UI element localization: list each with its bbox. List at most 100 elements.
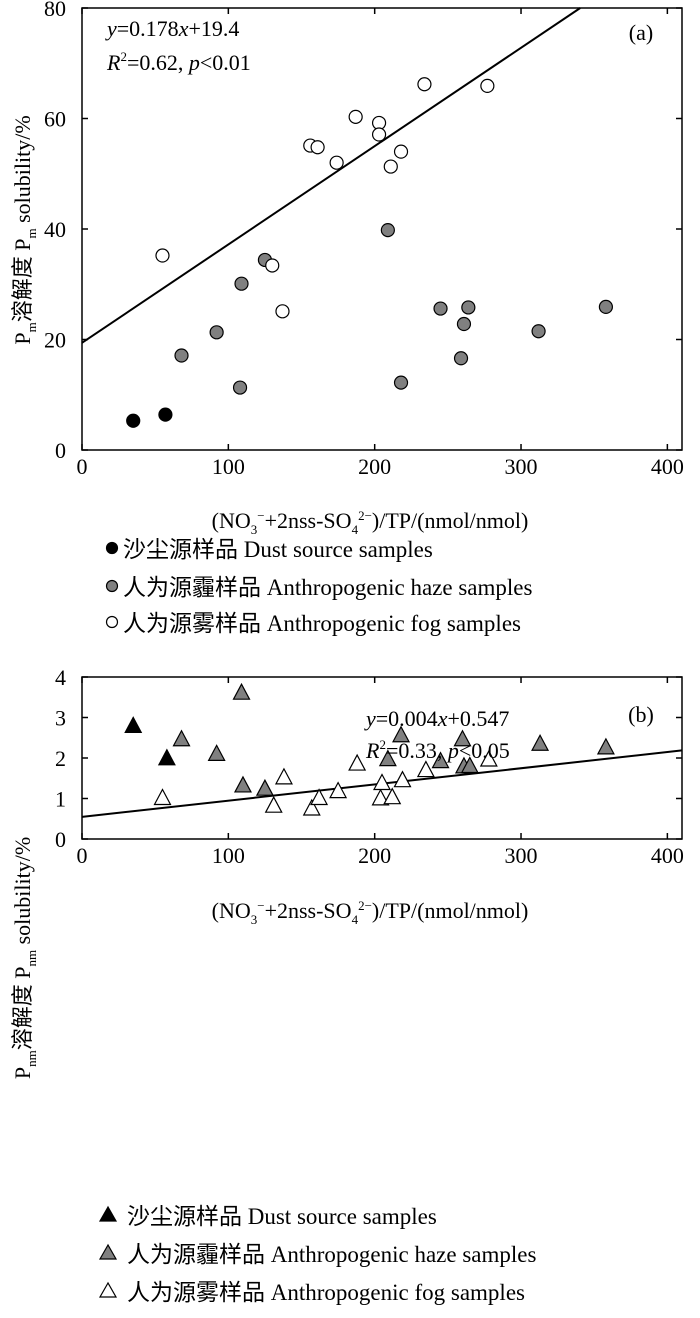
text-part: − [257, 898, 264, 913]
x-tick-label: 200 [358, 454, 391, 479]
data-point [126, 413, 141, 428]
data-point [417, 77, 432, 92]
x-tick-label: 100 [212, 843, 245, 868]
data-point [310, 788, 329, 806]
data-point [416, 760, 435, 778]
legend-label: 沙尘源样品 Dust source samples [123, 537, 433, 562]
data-point [433, 301, 448, 316]
text-part: − [257, 508, 264, 523]
text-part: x [178, 16, 189, 41]
text-part: (NO [212, 898, 251, 923]
text-part: <0.01 [200, 50, 251, 75]
data-point [383, 159, 398, 174]
text-part: =0.33, [386, 738, 448, 763]
data-point [453, 729, 472, 747]
data-point [479, 749, 498, 767]
legend-marker [98, 1243, 118, 1260]
data-point [310, 140, 325, 155]
x-axis-label: (NO3−+2nss-SO42−)/TP/(nmol/nmol) [212, 508, 529, 537]
legend-marker [105, 615, 119, 629]
y-tick-label: 0 [55, 827, 66, 852]
data-point [265, 258, 280, 273]
data-point [233, 775, 252, 793]
text-part: +2nss-SO [265, 508, 352, 533]
data-point [456, 316, 472, 332]
series-dust-source-samples [126, 407, 173, 428]
text-part: 溶解度 P [10, 967, 35, 1051]
text-part: (NO [212, 508, 251, 533]
text-part: =0.62, [127, 50, 189, 75]
data-point [348, 109, 363, 124]
regression-line [81, 7, 581, 344]
data-point [393, 375, 409, 390]
series-anthropogenic-fog-samples [155, 77, 495, 319]
data-point [232, 682, 251, 700]
data-point [234, 276, 249, 291]
data-point [380, 223, 395, 238]
data-point [431, 751, 450, 769]
data-point [392, 725, 411, 743]
x-tick-label: 300 [505, 454, 538, 479]
series-dust-source-samples [124, 716, 176, 766]
x-tick-label: 300 [505, 843, 538, 868]
legend-item: 人为源霾样品 Anthropogenic haze samples [98, 1242, 536, 1267]
y-tick-label: 4 [55, 665, 66, 690]
legend-label: 人为源霾样品 Anthropogenic haze samples [127, 1242, 536, 1267]
series-anthropogenic-fog-samples [153, 749, 498, 816]
text-part: 2− [358, 508, 372, 523]
text-part: 3 [251, 912, 258, 927]
text-part: m [24, 322, 39, 332]
y-tick-label: 80 [44, 0, 66, 21]
text-part: +2nss-SO [265, 898, 352, 923]
data-point [158, 407, 173, 422]
x-tick-label: 400 [651, 843, 684, 868]
data-point [207, 744, 226, 761]
r-squared-text: R2=0.33, p<0.05 [365, 737, 510, 763]
text-part: m [24, 228, 39, 238]
data-point [393, 144, 409, 159]
y-tick-label: 1 [55, 787, 66, 812]
legend-label: 人为源雾样品 Anthropogenic fog samples [123, 611, 521, 636]
text-part: )/TP/(nmol/nmol) [372, 508, 528, 533]
text-part: R [365, 738, 380, 763]
text-part: 2 [120, 49, 127, 64]
y-tick-label: 3 [55, 706, 66, 731]
y-tick-label: 60 [44, 107, 66, 132]
chart-panel-b: 0 100 200 300 40001234(b)y=0.004x+0.547R2=0.… [10, 665, 684, 1305]
data-point [329, 781, 348, 799]
text-part: y [364, 706, 376, 731]
data-point [596, 737, 615, 755]
text-part: =0.178 [117, 16, 179, 41]
y-axis-label: Pnm溶解度 Pnm solubility/% [10, 837, 39, 1079]
legend-label: 人为源雾样品 Anthropogenic fog samples [127, 1280, 525, 1305]
plot-frame [81, 676, 683, 840]
text-part: 2− [358, 898, 372, 913]
text-part: y [105, 16, 117, 41]
text-part: nm [24, 950, 39, 967]
chart-panel-a: 0 100 200 300 400020406080(a)y=0.178x+19.4R2… [10, 0, 684, 636]
text-part: R [106, 50, 121, 75]
data-point [598, 299, 614, 315]
legend-label: 沙尘源样品 Dust source samples [127, 1204, 437, 1229]
data-point [153, 788, 172, 806]
data-point [373, 773, 391, 791]
data-point [172, 729, 191, 747]
data-point [155, 248, 170, 263]
x-axis-label: (NO3−+2nss-SO42−)/TP/(nmol/nmol) [212, 898, 529, 927]
text-part: =0.004 [376, 706, 438, 731]
data-point [371, 127, 387, 142]
text-part: +19.4 [188, 16, 239, 41]
regression-equation: y=0.004x+0.547 [364, 706, 509, 731]
text-part: +0.547 [447, 706, 509, 731]
y-tick-label: 2 [55, 746, 66, 771]
text-part: nm [24, 1050, 39, 1067]
data-point [480, 78, 495, 94]
y-axis-label: Pm溶解度 Pm solubility/% [10, 115, 39, 344]
data-point [157, 748, 176, 766]
data-point [174, 348, 189, 363]
text-part: solubility/% [10, 115, 35, 228]
data-point [255, 778, 274, 796]
data-point [275, 304, 290, 319]
data-point [393, 770, 412, 788]
data-point [383, 787, 402, 805]
